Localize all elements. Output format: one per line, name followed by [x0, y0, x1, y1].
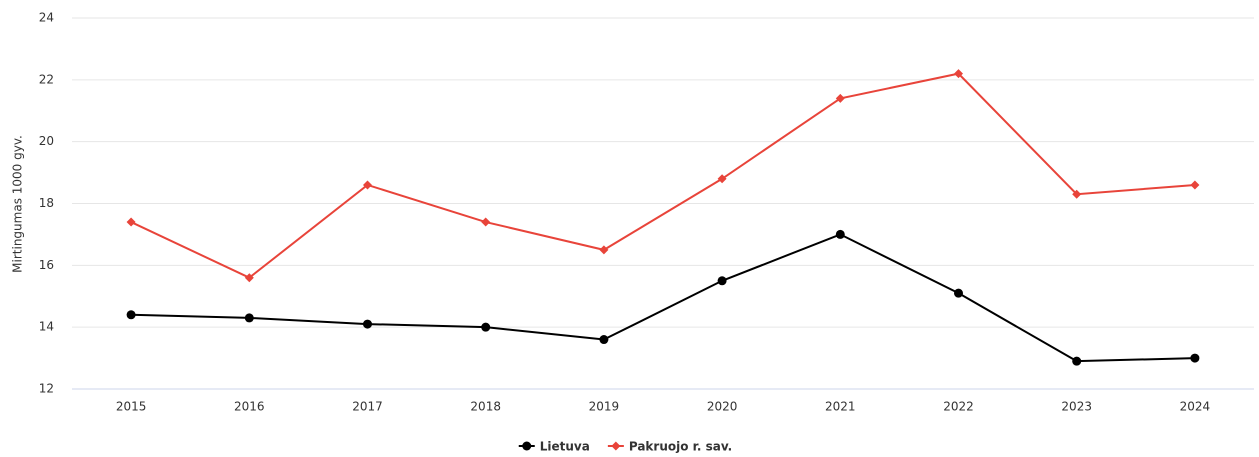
marker	[835, 93, 845, 103]
y-tick-label: 12	[39, 382, 54, 396]
x-tick-label: 2018	[470, 400, 501, 414]
x-tick-label: 2023	[1061, 400, 1092, 414]
marker	[954, 69, 963, 79]
x-tick-label: 2019	[589, 400, 620, 414]
marker	[363, 319, 372, 329]
marker	[1072, 189, 1082, 199]
y-tick-label: 24	[39, 11, 54, 25]
marker	[363, 180, 372, 190]
x-tick-label: 2022	[943, 400, 974, 414]
marker	[717, 276, 727, 286]
marker	[611, 441, 621, 451]
y-tick-label: 14	[39, 320, 54, 334]
marker	[126, 310, 136, 320]
y-tick-label: 18	[39, 196, 54, 210]
legend-label: Lietuva	[540, 440, 590, 454]
marker	[954, 288, 963, 298]
y-axis-label: Mirtingumas 1000 gyv.	[11, 135, 25, 273]
marker	[717, 174, 727, 184]
marker	[1190, 353, 1200, 363]
marker	[481, 217, 491, 227]
x-tick-label: 2024	[1180, 400, 1211, 414]
series-line	[131, 233, 1195, 363]
x-tick-label: 2020	[707, 400, 738, 414]
marker	[522, 441, 532, 451]
legend-item: Pakruojo r. sav.	[607, 440, 732, 454]
marker	[1190, 180, 1200, 190]
y-tick-label: 22	[39, 72, 54, 86]
y-tick-label: 16	[39, 258, 54, 272]
marker	[126, 217, 136, 227]
legend: Lietuva Pakruojo r. sav.	[518, 440, 732, 454]
marker	[835, 229, 845, 239]
marker	[244, 313, 254, 323]
legend-item: Lietuva	[518, 440, 590, 454]
x-tick-label: 2017	[352, 400, 383, 414]
x-tick-label: 2015	[116, 400, 147, 414]
marker	[599, 245, 609, 255]
marker	[599, 335, 609, 345]
series-line	[130, 72, 1195, 279]
legend-label: Pakruojo r. sav.	[629, 440, 732, 454]
marker	[481, 322, 491, 332]
y-tick-label: 20	[39, 134, 54, 148]
x-tick-label: 2016	[234, 400, 265, 414]
x-tick-label: 2021	[825, 400, 856, 414]
marker	[244, 273, 254, 283]
marker	[1072, 356, 1082, 366]
